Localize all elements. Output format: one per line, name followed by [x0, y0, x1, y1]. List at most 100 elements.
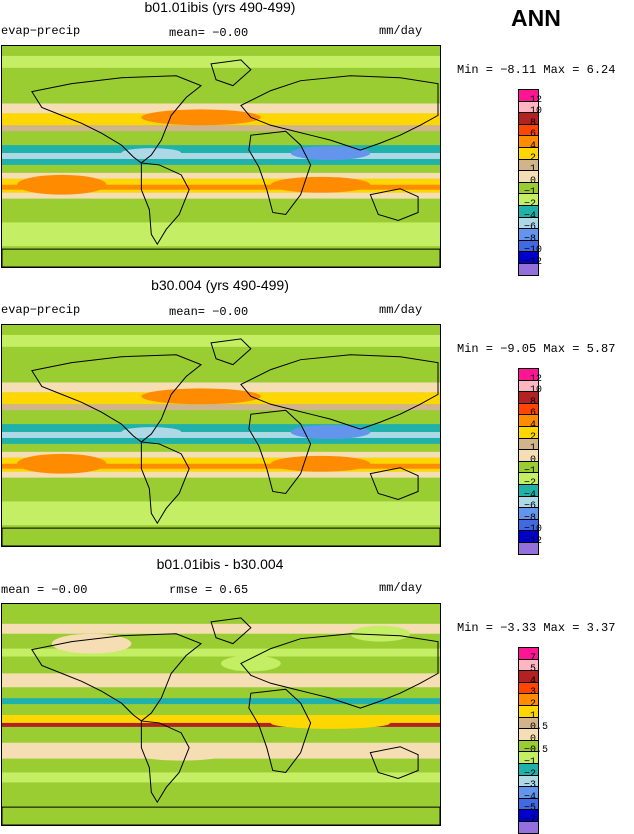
- colorbar-level-label: −10: [524, 245, 543, 257]
- field-anomaly: [141, 388, 261, 405]
- colorbar-level-label: −4: [524, 210, 537, 222]
- field-band: [2, 451, 440, 458]
- colorbar-level-label: 3: [530, 687, 537, 699]
- colorbar-level-label: 4: [530, 675, 537, 687]
- panel-2-map: [1, 324, 441, 547]
- colorbar-swatch: [518, 263, 539, 276]
- colorbar-level-label: 2: [530, 431, 537, 443]
- field-band: [2, 714, 440, 723]
- season-label: ANN: [511, 5, 561, 31]
- field-anomaly: [270, 176, 371, 193]
- field-anomaly: [121, 427, 182, 437]
- colorbar-level-label: −4: [524, 791, 537, 803]
- colorbar-swatch: [518, 542, 539, 555]
- colorbar-level-label: 0: [530, 175, 537, 187]
- coastline: [240, 75, 439, 151]
- field-anomaly: [350, 625, 411, 642]
- field-band: [2, 145, 440, 154]
- colorbar-level-label: −8: [524, 512, 537, 524]
- coastline: [140, 441, 190, 525]
- field-anomaly: [131, 744, 231, 761]
- field-band: [2, 501, 440, 526]
- colorbar-level-label: 8: [530, 117, 537, 129]
- panel-1-minmax: Min = −8.11 Max = 6.24: [457, 63, 616, 77]
- colorbar-level-label: 7: [530, 652, 537, 664]
- colorbar-level-label: 0: [530, 733, 537, 745]
- field-band: [2, 55, 440, 68]
- panel-1-units: mm/day: [379, 24, 423, 38]
- coastline: [140, 720, 190, 804]
- colorbar-level-label: −12: [524, 536, 543, 547]
- field-band: [2, 648, 440, 657]
- colorbar-level-label: 4: [530, 141, 537, 152]
- colorbar-level-label: −10: [524, 524, 543, 536]
- coastline: [210, 338, 252, 366]
- panel-1-title: b01.01ibis (yrs 490-499): [144, 0, 296, 15]
- colorbar-level-label: −6: [524, 501, 537, 513]
- colorbar-level-label: 2: [530, 699, 537, 710]
- field-band: [2, 698, 440, 705]
- field-band: [2, 432, 440, 438]
- field-band: [2, 172, 440, 179]
- field-band: [2, 125, 440, 132]
- colorbar-level-label: −3: [524, 780, 537, 792]
- field-band: [2, 334, 440, 347]
- panel-2-mean: mean= −0.00: [169, 305, 249, 319]
- field-anomaly: [121, 148, 182, 158]
- field-anomaly: [290, 425, 371, 439]
- coastline: [31, 633, 203, 722]
- colorbar-level-label: 12: [530, 373, 543, 385]
- colorbar-level-label: −2: [524, 768, 537, 780]
- colorbar-level-label: −5: [524, 803, 537, 815]
- panel-1-mean: mean= −0.00: [169, 26, 249, 40]
- field-band: [2, 103, 440, 114]
- colorbar-level-label: −8: [524, 233, 537, 245]
- field-band: [2, 222, 440, 247]
- field-band: [2, 382, 440, 393]
- colorbar-level-label: 1: [530, 164, 537, 176]
- field-anomaly: [51, 633, 132, 654]
- field-band: [2, 722, 440, 727]
- field-anomaly: [16, 453, 107, 474]
- colorbar-level-label: 6: [530, 408, 537, 420]
- colorbar-level-label: 1: [530, 710, 537, 722]
- field-band: [2, 623, 440, 634]
- panel-3-rmse: rmse = 0.65: [169, 583, 249, 597]
- colorbar-level-label: 2: [530, 152, 537, 164]
- colorbar-level-label: 10: [530, 106, 543, 118]
- coastline: [369, 188, 419, 221]
- field-anomaly: [290, 146, 371, 160]
- panel-1-variable: evap−precip: [1, 24, 81, 38]
- coastline: [31, 354, 203, 443]
- coastline: [210, 617, 252, 645]
- coastline: [2, 248, 440, 267]
- coastline: [240, 633, 439, 709]
- colorbar-level-label: 8: [530, 396, 537, 408]
- colorbar-level-label: −0.5: [524, 745, 549, 757]
- panel-3-minmax: Min = −3.33 Max = 3.37: [457, 621, 616, 635]
- coastline: [248, 130, 312, 216]
- coastline: [2, 527, 440, 546]
- colorbar-level-label: 6: [530, 129, 537, 141]
- coastline: [31, 75, 203, 164]
- colorbar-level-label: 10: [530, 385, 543, 397]
- coastline: [2, 806, 440, 825]
- coastline: [369, 746, 419, 779]
- colorbar-level-label: 5: [530, 664, 537, 676]
- panel-3-units: mm/day: [379, 581, 423, 595]
- colorbar-level-label: −1: [524, 466, 537, 478]
- field-band: [2, 463, 440, 469]
- colorbar-level-label: −7: [524, 815, 537, 826]
- colorbar-level-label: 0.5: [530, 722, 549, 734]
- colorbar-level-label: −1: [524, 757, 537, 768]
- panel-2-units: mm/day: [379, 303, 423, 317]
- field-band: [2, 772, 440, 783]
- colorbar-level-label: −12: [524, 257, 543, 268]
- colorbar-level-label: −2: [524, 478, 537, 489]
- coastline: [248, 688, 312, 774]
- colorbar-level-label: 12: [530, 94, 543, 106]
- field-band: [2, 192, 440, 199]
- field-band: [2, 437, 440, 444]
- panel-2-title: b30.004 (yrs 490-499): [151, 277, 289, 293]
- field-band: [2, 424, 440, 433]
